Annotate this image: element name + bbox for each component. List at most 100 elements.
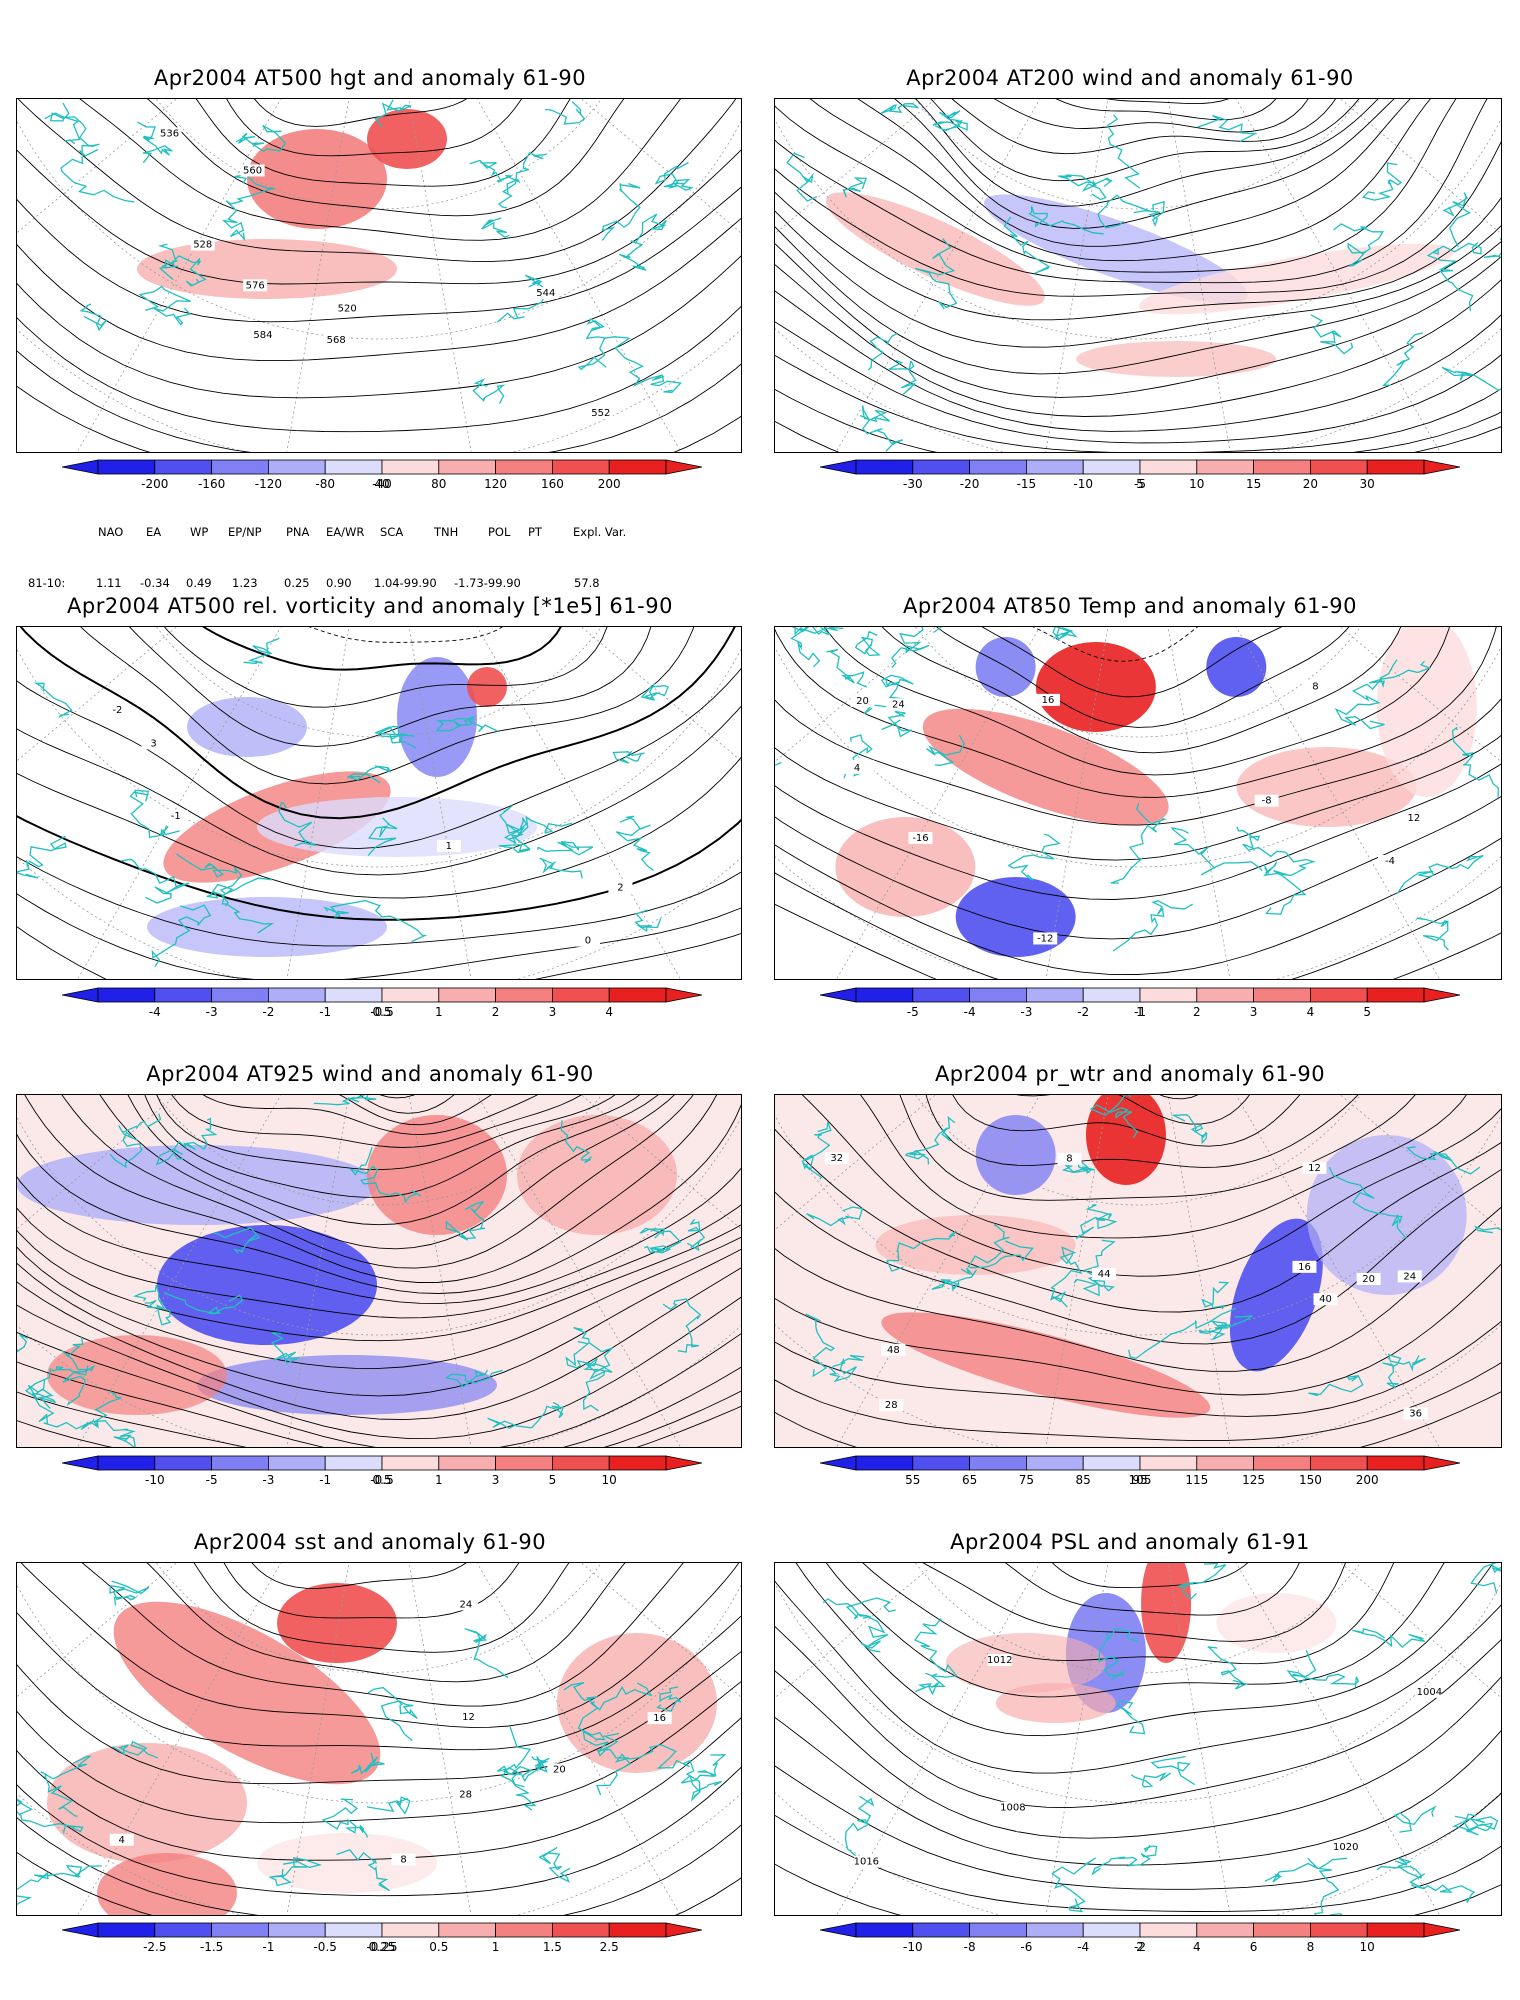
colorbar-tick-label: -0.5 bbox=[370, 1005, 394, 1019]
colorbar-swatch bbox=[1025, 1922, 1084, 1938]
map-background bbox=[775, 1095, 1501, 1447]
anomaly-shading bbox=[97, 1853, 237, 1915]
colorbar-swatch bbox=[551, 987, 610, 1003]
contour-label: 4 bbox=[854, 763, 860, 774]
contour-label: 4 bbox=[119, 1835, 125, 1846]
map-canvas: 0 -1 1 -2 2 3 bbox=[17, 627, 741, 979]
colorbar-labels: -5 -4 -3 -2 -1 1 2 3 4 5 bbox=[820, 1005, 1460, 1023]
coastline bbox=[435, 716, 498, 733]
contour-line bbox=[937, 99, 1324, 105]
anomaly-shading bbox=[367, 1115, 507, 1235]
contour-line bbox=[160, 627, 612, 671]
contour-line bbox=[17, 99, 725, 241]
coastline bbox=[269, 1857, 323, 1887]
colorbar-tick-label: -2 bbox=[1134, 1940, 1146, 1954]
coastline bbox=[511, 1755, 550, 1783]
contour-label: 520 bbox=[338, 303, 357, 314]
contour-label-bg bbox=[886, 698, 911, 711]
coastline bbox=[367, 1686, 418, 1742]
colorbar-swatch bbox=[1309, 987, 1368, 1003]
anomaly-shading bbox=[835, 817, 976, 917]
map-plot: 44 48 40 32 24 20 16 12 8 28 36 bbox=[774, 1094, 1502, 1448]
colorbar-tick-label: -8 bbox=[963, 1940, 976, 1954]
contour-label-bg bbox=[1000, 1801, 1025, 1814]
contour-label: -8 bbox=[1262, 796, 1272, 807]
contour-line bbox=[775, 1563, 1501, 1839]
colorbar-labels: -4 -3 -2 -1 -0.5 0.5 1 2 3 4 bbox=[62, 1005, 702, 1023]
colorbar-tick-label: -4 bbox=[148, 1005, 161, 1019]
coastline bbox=[472, 377, 506, 404]
contour-line bbox=[17, 1563, 741, 1785]
colorbar-swatch bbox=[1025, 1455, 1084, 1471]
coastline bbox=[1098, 1627, 1139, 1681]
colorbar-graphic bbox=[61, 459, 703, 475]
anomaly-shading bbox=[113, 1601, 381, 1785]
meridian-line bbox=[792, 627, 1139, 979]
colorbar-tick-label: 3 bbox=[491, 1473, 500, 1487]
contour-line bbox=[775, 99, 1501, 432]
contour-line bbox=[775, 627, 1501, 861]
colorbar-swatch bbox=[1253, 1455, 1311, 1471]
coastline bbox=[313, 1095, 377, 1106]
colorbar-tick-label: 0.5 bbox=[372, 1473, 392, 1487]
contour-label-bg bbox=[533, 287, 558, 300]
colorbar-swatch bbox=[608, 459, 667, 475]
colorbar-tick-label: 15 bbox=[1245, 477, 1262, 491]
contour-line bbox=[775, 627, 1501, 975]
map-canvas: 520 528 536 544 552 560 568 576 584 bbox=[17, 99, 741, 452]
teleconnection-header: EA/WR bbox=[326, 525, 365, 539]
anomaly-shading bbox=[247, 129, 387, 229]
anomaly-shading bbox=[277, 1583, 397, 1663]
coastline bbox=[206, 883, 275, 934]
contour-label-bg bbox=[190, 238, 215, 251]
colorbar-swatch bbox=[1253, 1922, 1311, 1938]
meridian-line bbox=[378, 99, 725, 452]
teleconnection-values: 81-10: 1.11 -0.34 0.49 1.23 0.25 0.90 1.04-99.9… bbox=[28, 575, 600, 592]
coastline bbox=[1452, 1813, 1499, 1836]
contour-line bbox=[17, 1095, 741, 1294]
colorbar-tick-label: 3 bbox=[1249, 1005, 1258, 1019]
contour-label: 8 bbox=[1066, 1154, 1072, 1165]
colorbar-tick-label: -20 bbox=[959, 477, 980, 491]
colorbar-tick-label: -30 bbox=[902, 477, 923, 491]
contour-line bbox=[17, 1095, 741, 1397]
colorbar-swatch bbox=[267, 1455, 326, 1471]
map-background bbox=[775, 99, 1501, 452]
colorbar-tick-label: -4 bbox=[1077, 1940, 1090, 1954]
contour-label-bg bbox=[391, 1853, 416, 1866]
colorbar-swatch bbox=[912, 459, 971, 475]
contour-line bbox=[775, 99, 1501, 284]
colorbar-labels: -2.5 -1.5 -1 -0.5 -0.25 0.25 0.5 1 1.5 2.5 bbox=[62, 1940, 702, 1958]
contour-label: 536 bbox=[160, 128, 179, 139]
colorbar-tick-label: 200 bbox=[1355, 1473, 1379, 1487]
coastline bbox=[129, 789, 180, 839]
teleconnection-header: WP bbox=[190, 525, 209, 539]
contour-line bbox=[775, 99, 1501, 417]
coastline bbox=[445, 1369, 503, 1388]
map-background bbox=[17, 1095, 741, 1447]
contour-line bbox=[872, 627, 1395, 728]
contour-label: -16 bbox=[912, 833, 928, 844]
colorbar: -10 -8 -6 -4 -2 2 4 6 8 10 bbox=[819, 1922, 1461, 1954]
coastline bbox=[915, 238, 958, 310]
colorbar-swatch bbox=[1139, 459, 1198, 475]
colorbar-tick-label: 4 bbox=[1192, 1940, 1201, 1954]
colorbar-swatch bbox=[1366, 1922, 1425, 1938]
contour-line bbox=[879, 99, 1419, 182]
contour-label: -2 bbox=[112, 705, 122, 716]
coastline bbox=[17, 1334, 28, 1359]
contour-label: 0 bbox=[585, 936, 591, 947]
coastline bbox=[563, 1682, 612, 1753]
coastline bbox=[374, 99, 412, 128]
contour-label: 48 bbox=[887, 1345, 900, 1356]
contour-label-bg bbox=[1303, 680, 1328, 693]
colorbar-swatch bbox=[1253, 459, 1311, 475]
contour-label: 24 bbox=[1403, 1271, 1416, 1282]
coastline bbox=[890, 627, 945, 668]
contour-line bbox=[48, 1563, 683, 1683]
coastline bbox=[801, 1121, 832, 1180]
colorbar-tick-label: 6 bbox=[1249, 1940, 1258, 1954]
colorbar-tick-label: -1 bbox=[262, 1940, 275, 1954]
panel-title: Apr2004 AT200 wind and anomaly 61-90 bbox=[906, 66, 1354, 90]
coastline bbox=[826, 648, 868, 688]
